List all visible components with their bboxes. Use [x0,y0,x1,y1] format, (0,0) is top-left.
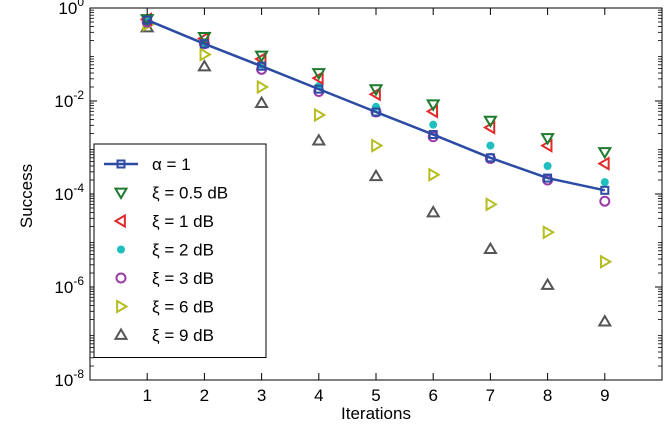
series-1 [139,14,613,160]
data-point [429,120,438,129]
data-point [485,197,498,212]
data-point [199,39,209,49]
data-point [599,195,611,207]
x-tick-label: 1 [142,386,151,405]
legend-label: ξ = 9 dB [152,326,214,345]
data-point [197,59,212,72]
y-tick-label: 10-6 [54,274,84,297]
data-point [254,50,269,64]
x-tick-label: 8 [543,386,552,405]
legend-label: ξ = 1 dB [152,212,214,231]
legend-label: ξ = 2 dB [152,241,214,260]
data-point [597,147,613,160]
legend-label: ξ = 0.5 dB [152,184,228,203]
legend-marker [117,245,125,254]
data-point [311,133,327,146]
data-point [600,178,609,187]
legend: α = 1 ξ = 0.5 dB ξ = 1 dB ξ = 2 dB ξ = 3 dB ξ… [93,143,267,358]
legend-label: ξ = 3 dB [152,269,214,288]
data-point [425,99,441,112]
series-6 [139,20,613,327]
legend-entry: ξ = 2 dB [117,241,214,260]
data-point [314,84,324,94]
y-tick-label: 10-8 [54,367,84,390]
series-line [146,18,606,192]
legend-label: ξ = 6 dB [152,298,214,317]
x-tick-label: 7 [486,386,495,405]
data-point [483,241,498,255]
data-point [428,130,438,140]
data-point [142,15,152,25]
axis-ticks: 100 10-2 10-4 10-6 10-8 1 2 3 4 5 6 7 8 9 [54,0,663,405]
legend-marker [116,299,129,314]
data-point [600,185,610,195]
legend-marker [115,272,127,284]
data-point [486,141,495,150]
data-point [597,314,613,327]
data-point [257,61,267,71]
y-tick-label: 100 [58,0,84,18]
data-point [197,31,212,45]
data-point [543,162,552,171]
data-point [543,173,553,183]
legend-marker [116,159,126,169]
data-point [313,107,327,123]
data-point [428,167,441,182]
data-point [597,156,610,171]
series-0 [142,15,610,195]
x-tick-label: 5 [371,386,380,405]
legend-entry: ξ = 3 dB [115,269,214,288]
data-point [368,84,384,97]
y-axis-label: Success [17,164,36,228]
data-point [311,68,327,81]
data-point [199,47,212,62]
data-point [540,133,555,146]
legend-entry: ξ = 9 dB [113,326,214,345]
plot-area [139,12,613,327]
y-tick-label: 10-4 [54,181,84,204]
legend-entry: α = 1 [104,155,191,174]
x-tick-label: 3 [257,386,266,405]
legend-marker [113,187,129,200]
x-tick-label: 4 [314,386,323,405]
data-point [542,225,556,240]
data-point [254,95,269,108]
data-point [368,168,384,182]
x-tick-label: 9 [600,386,609,405]
legend-marker [113,213,126,229]
y-tick-label: 10-2 [54,88,84,111]
data-point [256,79,270,95]
legend-entry: ξ = 0.5 dB [113,184,228,203]
legend-marker [113,327,129,340]
x-axis-label: Iterations [341,404,411,423]
data-point [483,115,498,129]
data-point [425,205,441,218]
legend-entry: ξ = 6 dB [116,298,214,317]
data-point [599,254,613,269]
legend-entry: ξ = 1 dB [113,212,214,231]
data-point [371,107,381,117]
data-point [540,277,555,290]
data-point [485,153,495,163]
data-point [371,138,384,153]
y-axis-title: Success [17,164,36,228]
x-tick-label: 2 [200,386,209,405]
legend-label: α = 1 [152,155,191,174]
x-tick-label: 6 [428,386,437,405]
